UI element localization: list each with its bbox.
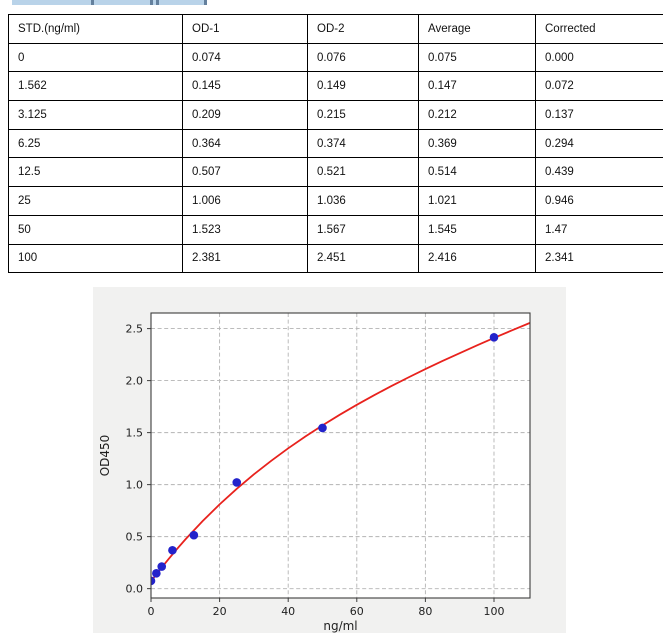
table-cell: 0.374 [307,128,419,159]
selection-text-remnant-mark [91,0,94,5]
y-axis-label: OD450 [98,435,112,477]
x-tick-label: 0 [148,605,155,618]
y-tick-label: 0.0 [126,583,144,596]
table-cell: 0.507 [182,157,308,188]
x-axis-label: ng/ml [323,619,357,633]
x-tick-label: 40 [281,605,295,618]
table-row: 1.562 0.145 0.149 0.147 0.072 [8,71,663,102]
table-row: 25 1.006 1.036 1.021 0.946 [8,186,663,216]
table-cell: 1.562 [8,71,183,102]
table-row: 12.5 0.507 0.521 0.514 0.439 [8,157,663,188]
table-cell: 1.523 [182,214,308,245]
x-tick-label: 100 [483,605,504,618]
table-cell: 25 [8,186,183,216]
table-cell: 1.545 [418,214,536,245]
plot-area [151,313,530,598]
table-cell: 0.294 [535,128,663,159]
data-point [489,333,499,342]
table-cell: 100 [8,243,183,274]
y-tick-label: 2.5 [126,323,144,336]
y-tick-label: 1.5 [126,427,144,440]
table-cell: 1.021 [418,186,536,216]
table-cell: 0.514 [418,157,536,188]
table-cell: 0.076 [307,42,419,73]
table-cell: 0.215 [307,100,419,130]
x-tick-label: 80 [418,605,432,618]
table-cell: 1.006 [182,186,308,216]
data-layer [151,322,530,586]
table-cell: 0.149 [307,71,419,102]
table-column-header: STD.(ng/ml) [8,14,183,44]
table-row: 50 1.523 1.567 1.545 1.47 [8,214,663,245]
data-point [152,569,161,578]
table-cell: 0.074 [182,42,308,73]
table-cell: 12.5 [8,157,183,188]
table-cell: 0.369 [418,128,536,159]
table-cell: 50 [8,214,183,245]
table-cell: 6.25 [8,128,183,159]
table-row: 0 0.074 0.076 0.075 0.000 [8,42,663,73]
data-point [189,530,199,540]
table-cell: 0.946 [535,186,663,216]
selection-text-remnant-mark [204,0,207,5]
standard-curve-figure: 0 20 40 60 80 100 0.0 0.5 1.0 1.5 2.0 2.5 ng/ml OD450 [93,287,566,633]
table-cell: 3.125 [8,100,183,130]
table-cell: 0.364 [182,128,308,159]
table-cell: 2.416 [418,243,536,274]
data-point [168,545,177,555]
table-cell: 0.137 [535,100,663,130]
table-column-header: OD-1 [182,14,308,44]
table-row: 3.125 0.209 0.215 0.212 0.137 [8,100,663,130]
x-tick-label: 60 [350,605,364,618]
table-cell: 0.000 [535,42,663,73]
table-column-header: Average [418,14,536,44]
table-column-header: Corrected [535,14,663,44]
table-cell: 2.381 [182,243,308,274]
selection-highlight-remnant [12,0,207,5]
table-cell: 0.212 [418,100,536,130]
table-header-row: STD.(ng/ml) OD-1 OD-2 Average Corrected [8,14,663,44]
table-cell: 0.075 [418,42,536,73]
table-cell: 1.036 [307,186,419,216]
selection-text-remnant-mark [150,0,153,5]
table-cell: 1.567 [307,214,419,245]
table-cell: 0.209 [182,100,308,130]
table-cell: 0.147 [418,71,536,102]
table-cell: 0 [8,42,183,73]
x-tick-label: 20 [213,605,227,618]
table-cell: 2.341 [535,243,663,274]
data-point [318,423,327,433]
plot-border [150,312,531,599]
table-cell: 0.145 [182,71,308,102]
table-cell: 2.451 [307,243,419,274]
standards-table-header: STD.(ng/ml) OD-1 OD-2 Average Corrected [8,14,663,44]
data-point [151,576,156,586]
standards-table-body: 0 0.074 0.076 0.075 0.000 1.562 0.145 0.149 0.14… [8,42,663,274]
y-tick-label: 0.5 [126,531,144,544]
selection-text-remnant-mark [156,0,159,5]
y-tick-label: 1.0 [126,479,144,492]
y-tick-label: 2.0 [126,375,144,388]
standard-curve-plot: 0 20 40 60 80 100 0.0 0.5 1.0 1.5 2.0 2.5 ng/ml OD450 [98,312,531,633]
table-cell: 0.439 [535,157,663,188]
table-cell: 0.521 [307,157,419,188]
data-point [157,562,167,571]
table-cell: 1.47 [535,214,663,245]
data-point [232,478,242,487]
standards-table: STD.(ng/ml) OD-1 OD-2 Average Corrected 0 0.0… [8,14,663,274]
table-cell: 0.072 [535,71,663,102]
table-column-header: OD-2 [307,14,419,44]
table-row: 6.25 0.364 0.374 0.369 0.294 [8,128,663,159]
table-row: 100 2.381 2.451 2.416 2.341 [8,243,663,274]
